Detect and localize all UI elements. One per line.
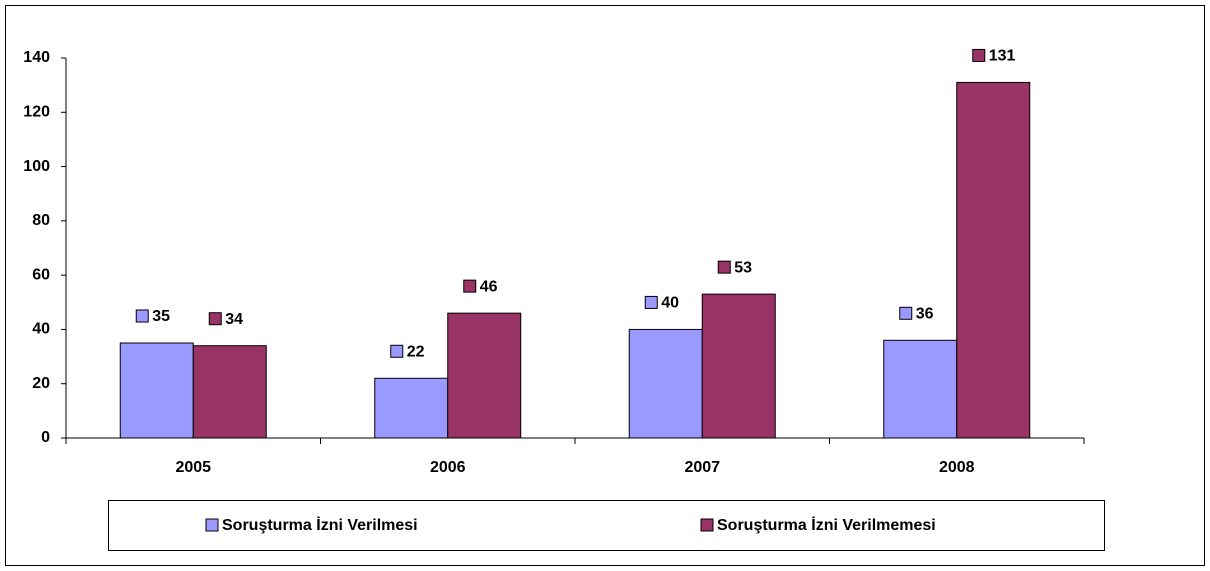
y-tick-label: 60 [32, 266, 50, 283]
y-tick-label: 0 [41, 429, 50, 446]
bar [628, 328, 703, 439]
value-label: 34 [225, 311, 243, 328]
legend-label: Soruşturma İzni Verilmesi [222, 516, 418, 534]
x-tick-label: 2005 [175, 459, 211, 476]
value-label-key [644, 295, 658, 309]
bar [119, 342, 194, 439]
value-label-key [390, 344, 404, 358]
x-tick-label: 2007 [684, 459, 720, 476]
x-tick-label: 2008 [939, 459, 975, 476]
bar [192, 345, 267, 439]
y-tick-label: 100 [23, 158, 50, 175]
bar [701, 293, 776, 439]
bar [883, 339, 958, 439]
value-label: 22 [407, 344, 425, 361]
x-tick-label: 2006 [430, 459, 466, 476]
legend-swatch [205, 518, 219, 532]
bar [956, 81, 1031, 439]
value-label: 36 [916, 306, 934, 323]
value-label-key [717, 260, 731, 274]
y-tick-label: 140 [23, 49, 50, 66]
value-label: 40 [661, 295, 679, 312]
value-label: 53 [734, 259, 752, 276]
value-label-key [899, 306, 913, 320]
y-tick-label: 120 [23, 104, 50, 121]
legend-label: Soruşturma İzni Verilmemesi [717, 516, 936, 534]
y-tick-label: 20 [32, 375, 50, 392]
value-label-key [972, 48, 986, 62]
value-label-key [135, 309, 149, 323]
bar [447, 312, 522, 439]
legend-swatch [700, 518, 714, 532]
value-label: 131 [989, 48, 1016, 65]
value-label-key [208, 312, 222, 326]
legend-box [108, 500, 1105, 551]
y-tick-label: 40 [32, 321, 50, 338]
value-label: 46 [480, 278, 498, 295]
y-tick-label: 80 [32, 212, 50, 229]
value-label: 35 [152, 308, 170, 325]
bar [374, 377, 449, 439]
value-label-key [463, 279, 477, 293]
